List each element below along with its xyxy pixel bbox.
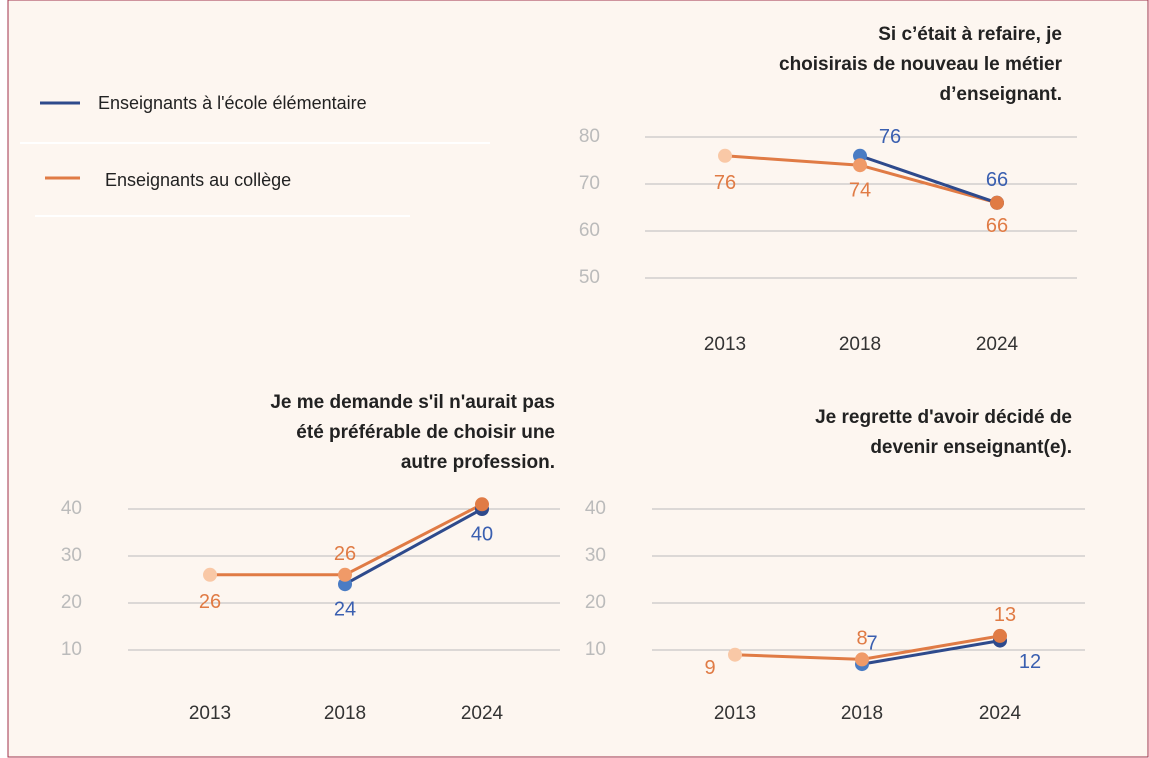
data-point (338, 567, 352, 582)
chart-title: devenir enseignant(e). (870, 437, 1072, 458)
data-label: 9 (704, 657, 715, 679)
y-tick-label: 40 (61, 498, 82, 519)
data-label: 24 (334, 598, 356, 620)
data-label: 26 (199, 591, 221, 613)
chart-title: d’enseignant. (940, 84, 1062, 105)
chart-title: Je me demande s'il n'aurait pas (270, 392, 555, 413)
x-tick-label: 2013 (714, 703, 756, 724)
frame (7, 0, 1149, 758)
y-tick-label: 30 (585, 545, 606, 566)
chart-title: choisirais de nouveau le métier (779, 54, 1063, 75)
data-point (718, 148, 732, 163)
x-tick-label: 2013 (189, 703, 231, 724)
y-tick-label: 30 (61, 545, 82, 566)
y-tick-label: 70 (579, 173, 600, 194)
data-label: 26 (334, 543, 356, 565)
series-line (861, 639, 1001, 666)
data-point (855, 652, 869, 667)
x-tick-label: 2024 (976, 334, 1019, 355)
x-tick-label: 2018 (839, 334, 881, 355)
y-tick-label: 20 (585, 592, 606, 613)
data-label: 74 (849, 179, 871, 201)
chart-title: été préférable de choisir une (296, 422, 555, 443)
data-point (203, 567, 217, 582)
x-tick-label: 2018 (841, 703, 883, 724)
data-point (728, 647, 742, 662)
y-tick-label: 40 (585, 498, 606, 519)
legend-label: Enseignants au collège (105, 170, 291, 190)
y-tick-label: 60 (579, 220, 600, 241)
data-label: 7 (866, 632, 877, 654)
data-label: 12 (1019, 651, 1041, 673)
x-tick-label: 2013 (704, 334, 746, 355)
data-label: 66 (986, 215, 1008, 237)
data-point (475, 497, 489, 512)
data-label: 8 (856, 628, 867, 650)
y-tick-label: 10 (61, 639, 82, 660)
y-tick-label: 10 (585, 639, 606, 660)
data-point (993, 628, 1007, 643)
y-tick-label: 20 (61, 592, 82, 613)
data-point (990, 195, 1004, 210)
data-label: 66 (986, 169, 1008, 191)
series-line (344, 507, 483, 586)
data-label: 76 (879, 126, 901, 148)
x-tick-label: 2018 (324, 703, 366, 724)
series-line (859, 154, 998, 205)
legend-label: Enseignants à l'école élémentaire (98, 93, 367, 113)
x-tick-label: 2024 (979, 703, 1022, 724)
y-tick-label: 80 (579, 126, 600, 147)
data-label: 40 (471, 523, 493, 545)
chart-title: autre profession. (401, 452, 555, 473)
chart-title: Si c’était à refaire, je (878, 24, 1062, 45)
data-label: 76 (714, 172, 736, 194)
chart-title: Je regrette d'avoir décidé de (815, 407, 1072, 428)
data-point (853, 158, 867, 173)
x-tick-label: 2024 (461, 703, 504, 724)
y-tick-label: 50 (579, 267, 600, 288)
data-label: 13 (994, 604, 1016, 626)
